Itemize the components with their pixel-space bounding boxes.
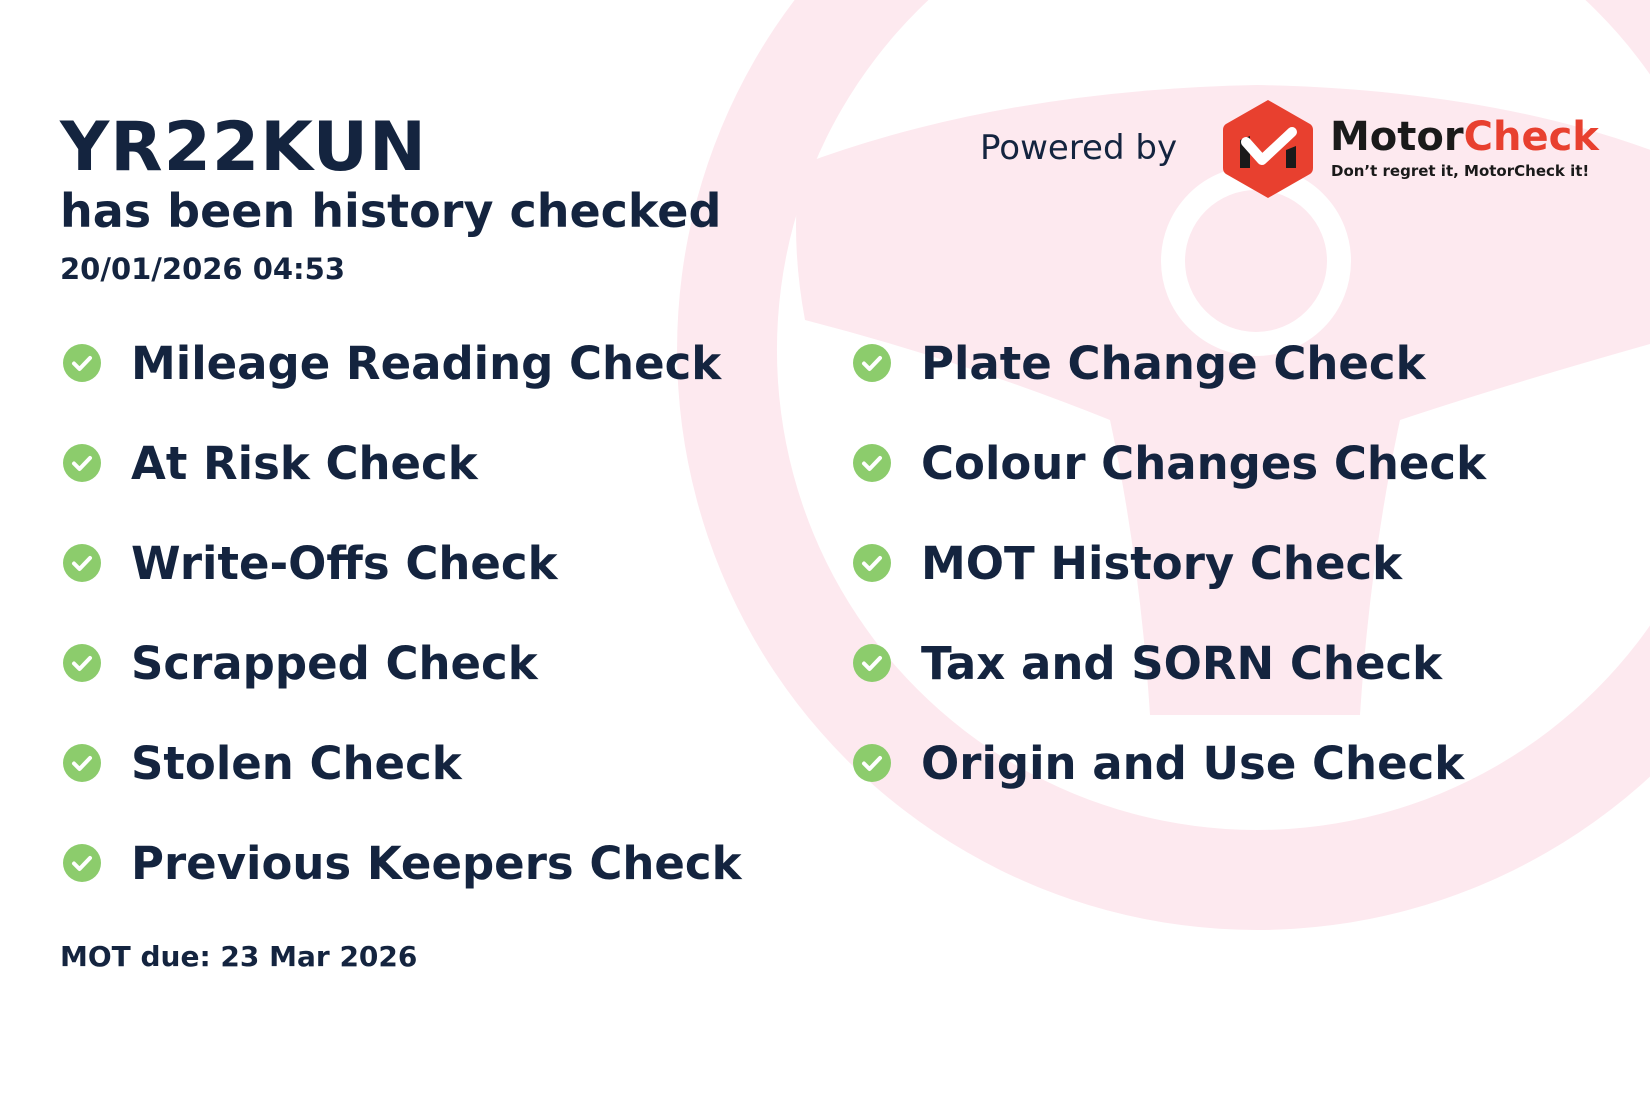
check-circle-icon (63, 544, 101, 582)
powered-by-label: Powered by (980, 128, 1178, 168)
check-timestamp: 20/01/2026 04:53 (60, 252, 346, 286)
check-item-label: Stolen Check (131, 736, 462, 790)
subtitle: has been history checked (60, 184, 722, 238)
check-item: Write-Offs Check (63, 533, 558, 593)
check-item-label: Mileage Reading Check (131, 336, 722, 390)
check-item-label: Previous Keepers Check (131, 836, 742, 890)
check-item-label: Write-Offs Check (131, 536, 558, 590)
check-item: Stolen Check (63, 733, 462, 793)
check-item: Plate Change Check (853, 333, 1426, 393)
check-item-label: MOT History Check (921, 536, 1403, 590)
check-circle-icon (63, 844, 101, 882)
check-item-label: Plate Change Check (921, 336, 1426, 390)
check-circle-icon (63, 444, 101, 482)
check-circle-icon (63, 344, 101, 382)
check-circle-icon (853, 544, 891, 582)
check-circle-icon (853, 744, 891, 782)
brand-name: MotorCheck (1330, 114, 1599, 160)
brand-name-part1: Motor (1330, 114, 1464, 160)
check-item: Mileage Reading Check (63, 333, 721, 393)
check-item: Tax and SORN Check (853, 633, 1442, 693)
check-item: Origin and Use Check (853, 733, 1464, 793)
check-item-label: Colour Changes Check (921, 436, 1487, 490)
check-item: At Risk Check (63, 433, 478, 493)
brand-name-part2: Check (1463, 114, 1599, 160)
check-item-label: Scrapped Check (131, 636, 538, 690)
check-item: Colour Changes Check (853, 433, 1486, 493)
vehicle-registration: YR22KUN (60, 108, 427, 187)
check-item: MOT History Check (853, 533, 1402, 593)
check-item-label: At Risk Check (131, 436, 478, 490)
check-circle-icon (853, 644, 891, 682)
check-item-label: Origin and Use Check (921, 736, 1465, 790)
check-item-label: Tax and SORN Check (921, 636, 1443, 690)
check-circle-icon (853, 344, 891, 382)
check-circle-icon (63, 744, 101, 782)
mot-due: MOT due: 23 Mar 2026 (60, 940, 418, 973)
check-circle-icon (63, 644, 101, 682)
check-circle-icon (853, 444, 891, 482)
motorcheck-logo-icon (1223, 100, 1313, 198)
check-item: Scrapped Check (63, 633, 538, 693)
brand-tagline: Don’t regret it, MotorCheck it! (1331, 162, 1590, 180)
check-item: Previous Keepers Check (63, 833, 742, 893)
